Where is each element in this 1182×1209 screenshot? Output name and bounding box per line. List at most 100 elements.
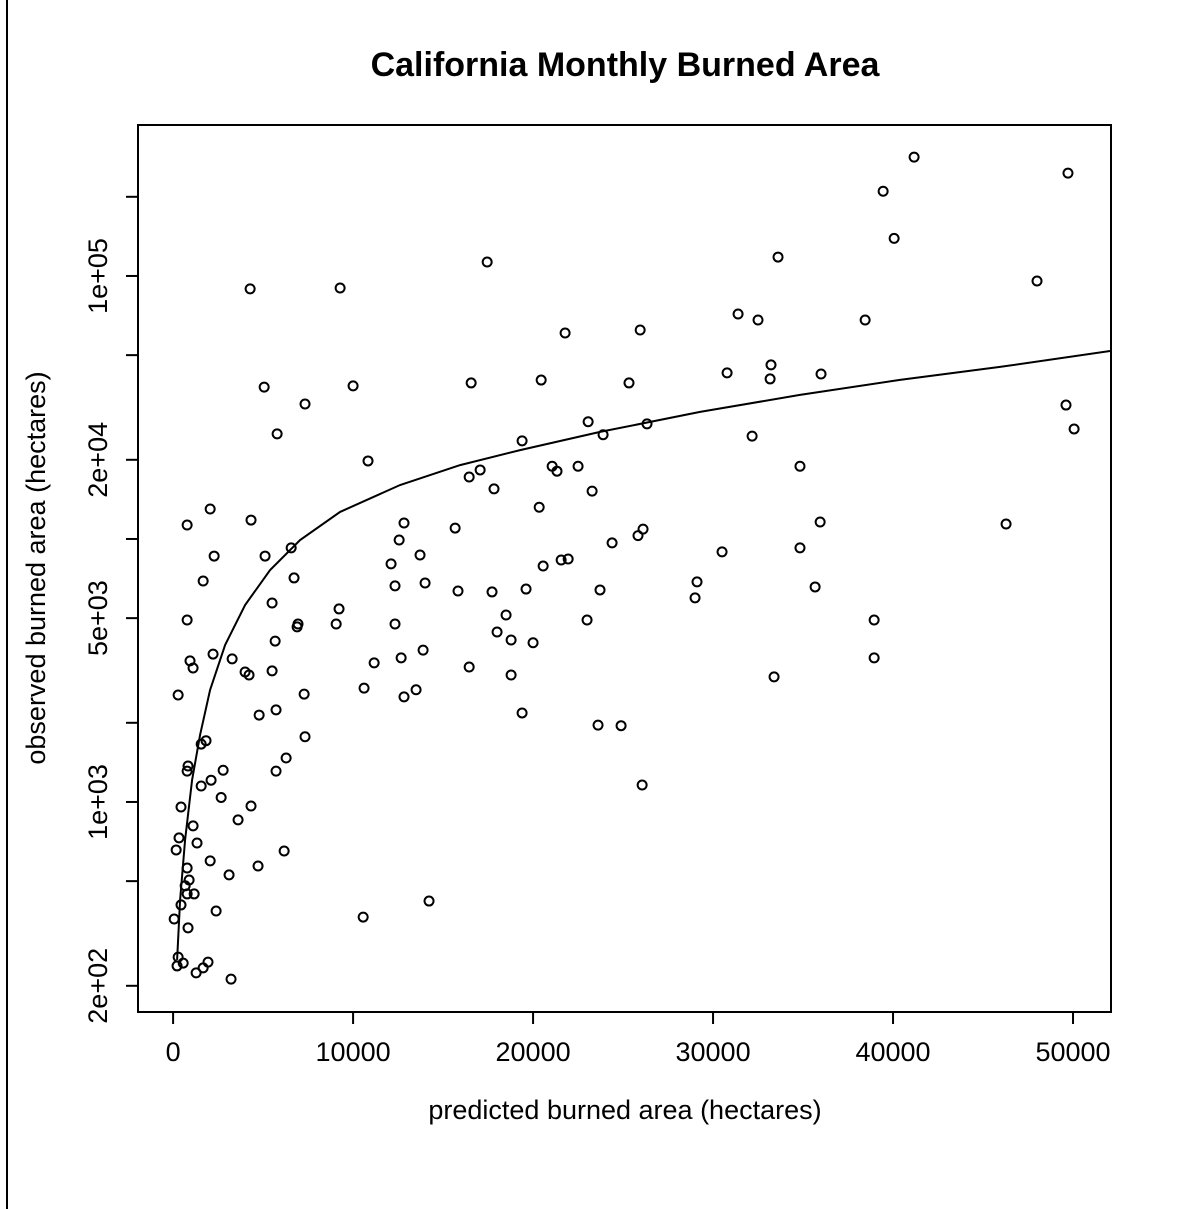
scatter-point bbox=[197, 962, 209, 974]
scatter-point bbox=[505, 669, 517, 681]
scatter-point bbox=[500, 609, 512, 621]
scatter-point bbox=[689, 592, 701, 604]
scatter-point bbox=[721, 367, 733, 379]
scatter-point bbox=[223, 869, 235, 881]
scatter-point bbox=[516, 707, 528, 719]
scatter-point bbox=[175, 899, 187, 911]
scatter-point bbox=[181, 888, 193, 900]
scatter-point bbox=[908, 151, 920, 163]
scatter-point bbox=[244, 283, 256, 295]
scatter-point bbox=[1060, 399, 1072, 411]
scatter-point bbox=[205, 774, 217, 786]
y-tick-label: 2e+02 bbox=[83, 948, 113, 1024]
scatter-point bbox=[182, 760, 194, 772]
scatter-point bbox=[481, 256, 493, 268]
scatter-point bbox=[270, 765, 282, 777]
scatter-point bbox=[463, 471, 475, 483]
scatter-point bbox=[368, 657, 380, 669]
scatter-point bbox=[245, 800, 257, 812]
plot-frame bbox=[137, 124, 1112, 1013]
scatter-point bbox=[395, 652, 407, 664]
scatter-point bbox=[562, 553, 574, 565]
scatter-point bbox=[252, 860, 264, 872]
scatter-point bbox=[414, 549, 426, 561]
scatter-point bbox=[398, 517, 410, 529]
y-tick-label: 1e+03 bbox=[83, 764, 113, 840]
scatter-point bbox=[535, 374, 547, 386]
scatter-point bbox=[486, 586, 498, 598]
x-tick-label: 50000 bbox=[1035, 1037, 1110, 1067]
scatter-point bbox=[191, 837, 203, 849]
scatter-point bbox=[505, 634, 517, 646]
scatter-point bbox=[606, 537, 618, 549]
x-tick-label: 10000 bbox=[316, 1037, 391, 1067]
scatter-point bbox=[463, 661, 475, 673]
scatter-point bbox=[271, 428, 283, 440]
scatter-point bbox=[859, 314, 871, 326]
chart-title: California Monthly Burned Area bbox=[371, 46, 881, 84]
y-axis-label: observed burned area (hectares) bbox=[21, 371, 51, 764]
scatter-point bbox=[358, 682, 370, 694]
scatter-point bbox=[215, 791, 227, 803]
y-tick-label: 1e+05 bbox=[83, 238, 113, 314]
x-tick-label: 0 bbox=[166, 1037, 181, 1067]
scatter-point bbox=[188, 888, 200, 900]
scatter-point bbox=[809, 581, 821, 593]
scatter-point bbox=[877, 185, 889, 197]
scatter-point bbox=[253, 709, 265, 721]
scatter-point bbox=[474, 464, 486, 476]
scatter-point bbox=[1068, 423, 1080, 435]
scatter-point bbox=[1031, 275, 1043, 287]
scatter-point bbox=[177, 957, 189, 969]
scatter-point bbox=[794, 460, 806, 472]
scatter-point bbox=[285, 542, 297, 554]
scatter-point bbox=[527, 637, 539, 649]
x-tick-label: 40000 bbox=[855, 1037, 930, 1067]
scatter-point bbox=[516, 435, 528, 447]
scatter-point bbox=[299, 398, 311, 410]
scatter-point bbox=[520, 583, 532, 595]
scatter-point bbox=[333, 603, 345, 615]
scatter-point bbox=[398, 691, 410, 703]
scatter-point bbox=[465, 377, 477, 389]
scatter-point bbox=[187, 820, 199, 832]
scatter-point bbox=[181, 519, 193, 531]
scatter-point bbox=[217, 764, 229, 776]
scatter-point bbox=[765, 359, 777, 371]
scatter-point bbox=[182, 922, 194, 934]
scatter-point bbox=[204, 503, 216, 515]
scatter-point bbox=[195, 780, 207, 792]
scatter-point bbox=[533, 501, 545, 513]
scatter-point bbox=[623, 377, 635, 389]
scatter-point bbox=[764, 373, 776, 385]
scatter-point bbox=[259, 550, 271, 562]
scatter-point bbox=[632, 530, 644, 542]
scatter-point bbox=[772, 251, 784, 263]
scatter-point bbox=[551, 465, 563, 477]
scatter-point bbox=[615, 720, 627, 732]
scatter-point bbox=[1000, 518, 1012, 530]
scatter-point bbox=[258, 381, 270, 393]
x-axis-label: predicted burned area (hectares) bbox=[428, 1095, 821, 1125]
scatter-point bbox=[752, 314, 764, 326]
scatter-point bbox=[716, 546, 728, 558]
scatter-point bbox=[410, 684, 422, 696]
scatter-point bbox=[559, 327, 571, 339]
scatter-point bbox=[347, 380, 359, 392]
scatter-point bbox=[417, 644, 429, 656]
scatter-point bbox=[491, 626, 503, 638]
scatter-point bbox=[243, 669, 255, 681]
scatter-point bbox=[288, 572, 300, 584]
scatter-point bbox=[210, 905, 222, 917]
scatter-point bbox=[1062, 167, 1074, 179]
scatter-point bbox=[170, 844, 182, 856]
scatter-point bbox=[582, 416, 594, 428]
scatter-point bbox=[581, 614, 593, 626]
scatter-point bbox=[385, 558, 397, 570]
scatter-point bbox=[888, 232, 900, 244]
scatter-point bbox=[173, 832, 185, 844]
scatter-point bbox=[423, 895, 435, 907]
scatter-point bbox=[537, 560, 549, 572]
scatter-point bbox=[168, 913, 180, 925]
